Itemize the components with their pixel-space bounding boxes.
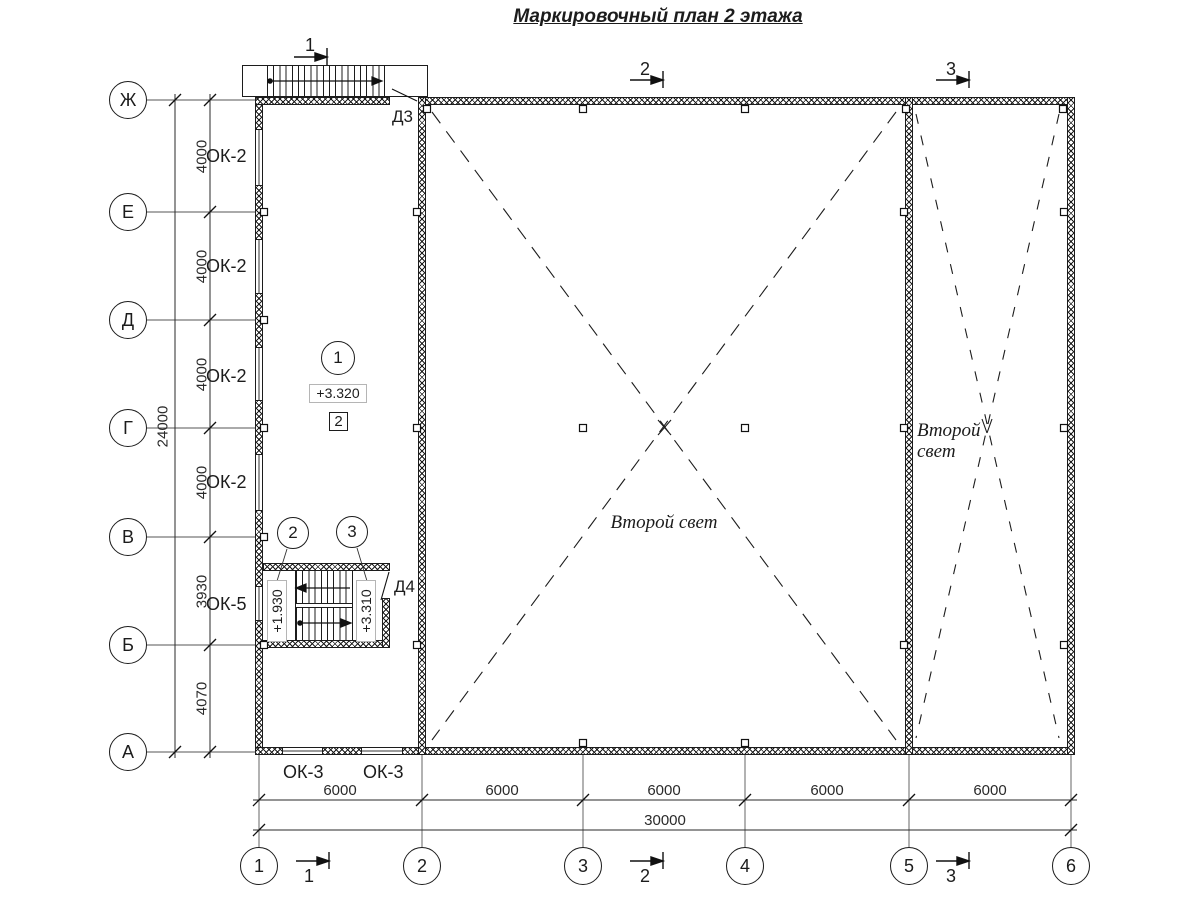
window-ok2 (255, 240, 263, 293)
area-number-circle: 1 (321, 341, 355, 375)
axis-col-4: 4 (726, 847, 764, 885)
elevation-landing: +1.930 (267, 580, 287, 642)
cross-centers (657, 418, 993, 436)
axis-row-v: В (109, 518, 147, 556)
flight-number: 3 (347, 522, 357, 541)
label-door-d3: Д3 (392, 107, 413, 126)
axis-label: Е (121, 201, 134, 222)
second-light-line1: Второй (917, 420, 981, 441)
column-markers (259, 104, 1069, 748)
second-light-cross-main (431, 111, 897, 741)
window-ok2 (255, 455, 263, 510)
axis-label: В (121, 526, 134, 547)
axis-col-5: 5 (890, 847, 928, 885)
dimension-lines (174, 94, 1077, 831)
dim-bottom-seg4: 6000 (810, 782, 844, 799)
second-light-text-right: Второй свет (917, 420, 997, 462)
label-ok3-2: ОК-3 (363, 762, 404, 782)
stair-mid-landing-line (295, 603, 353, 608)
axis-row-zh: Ж (109, 81, 147, 119)
axis-label: 5 (903, 855, 914, 876)
wall-bottom-pier (322, 747, 362, 755)
label-ok2-1: ОК-2 (206, 146, 247, 166)
section-mark-2-bottom: 2 (639, 866, 650, 886)
wall-bottom-pier (255, 747, 283, 755)
dimension-ticks (168, 93, 1078, 837)
axis-row-g: Г (109, 409, 147, 447)
axis-col-3: 3 (564, 847, 602, 885)
section-mark-3-bottom: 3 (945, 866, 956, 886)
dim-left-seg6: 4070 (193, 681, 211, 716)
axis-lines (147, 99, 1072, 847)
section-mark-2-top: 2 (639, 59, 650, 79)
axis-row-d: Д (109, 301, 147, 339)
door-leaves (380, 88, 418, 601)
axis-row-e: Е (109, 193, 147, 231)
axis-label: 4 (739, 855, 750, 876)
stair-flights-outline (295, 571, 353, 640)
leader-lines (276, 547, 368, 582)
elevation-flight: +3.310 (356, 580, 376, 642)
dim-bottom-seg2: 6000 (485, 782, 519, 799)
window-ok2 (255, 130, 263, 185)
stair-walk-lines (267, 76, 384, 628)
axis-label: Ж (119, 89, 137, 110)
window-ok3 (283, 747, 322, 755)
wall-left-pier (255, 510, 263, 587)
area-square-mark: 2 (329, 412, 348, 431)
wall-top-left (255, 97, 390, 105)
axis-label: А (121, 741, 134, 762)
window-ok5 (255, 587, 263, 620)
axis-label: Г (123, 417, 133, 438)
area-number: 1 (333, 348, 343, 367)
axis-col-2: 2 (403, 847, 441, 885)
label-ok2-4: ОК-2 (206, 472, 247, 492)
second-light-text-main: Второй свет (610, 512, 718, 533)
flight-mark-3: 3 (336, 516, 368, 548)
page-title: Маркировочный план 2 этажа (513, 6, 803, 27)
flight-number: 2 (288, 523, 298, 542)
axis-label: 3 (577, 855, 588, 876)
flight-mark-2: 2 (277, 517, 309, 549)
dim-bottom-total: 30000 (644, 812, 686, 829)
stairwell-wall-right (382, 598, 390, 648)
label-ok5: ОК-5 (206, 594, 247, 614)
axis-label: 1 (253, 855, 264, 876)
label-door-d4: Д4 (394, 577, 415, 596)
section-mark-1-bottom: 1 (303, 866, 314, 886)
axis-label: Б (122, 634, 134, 655)
dim-left-total: 24000 (154, 405, 172, 448)
section-mark-1-top: 1 (304, 35, 315, 55)
label-ok2-3: ОК-2 (206, 366, 247, 386)
window-ok2 (255, 348, 263, 400)
second-light-line2: свет (917, 441, 956, 462)
door-d4-leaf (380, 571, 390, 601)
area-square-number: 2 (334, 413, 343, 430)
section-mark-3-top: 3 (945, 59, 956, 79)
window-ok3 (362, 747, 402, 755)
second-light-cross-right (915, 113, 1060, 739)
dim-bottom-seg5: 6000 (973, 782, 1007, 799)
elevation-floor: +3.320 (309, 384, 367, 403)
label-ok3-1: ОК-3 (283, 762, 324, 782)
axis-col-1: 1 (240, 847, 278, 885)
dim-bottom-seg3: 6000 (647, 782, 681, 799)
axis-label: 2 (416, 855, 427, 876)
axis-label: Д (121, 309, 135, 330)
axis-row-a: А (109, 733, 147, 771)
door-d3-leaf (391, 88, 418, 102)
dim-bottom-seg1: 6000 (323, 782, 357, 799)
stairwell-wall-top (263, 563, 390, 571)
axis-col-6: 6 (1052, 847, 1090, 885)
axis-row-b: Б (109, 626, 147, 664)
section-arrows (294, 48, 972, 869)
axis-label: 6 (1065, 855, 1076, 876)
label-ok2-2: ОК-2 (206, 256, 247, 276)
